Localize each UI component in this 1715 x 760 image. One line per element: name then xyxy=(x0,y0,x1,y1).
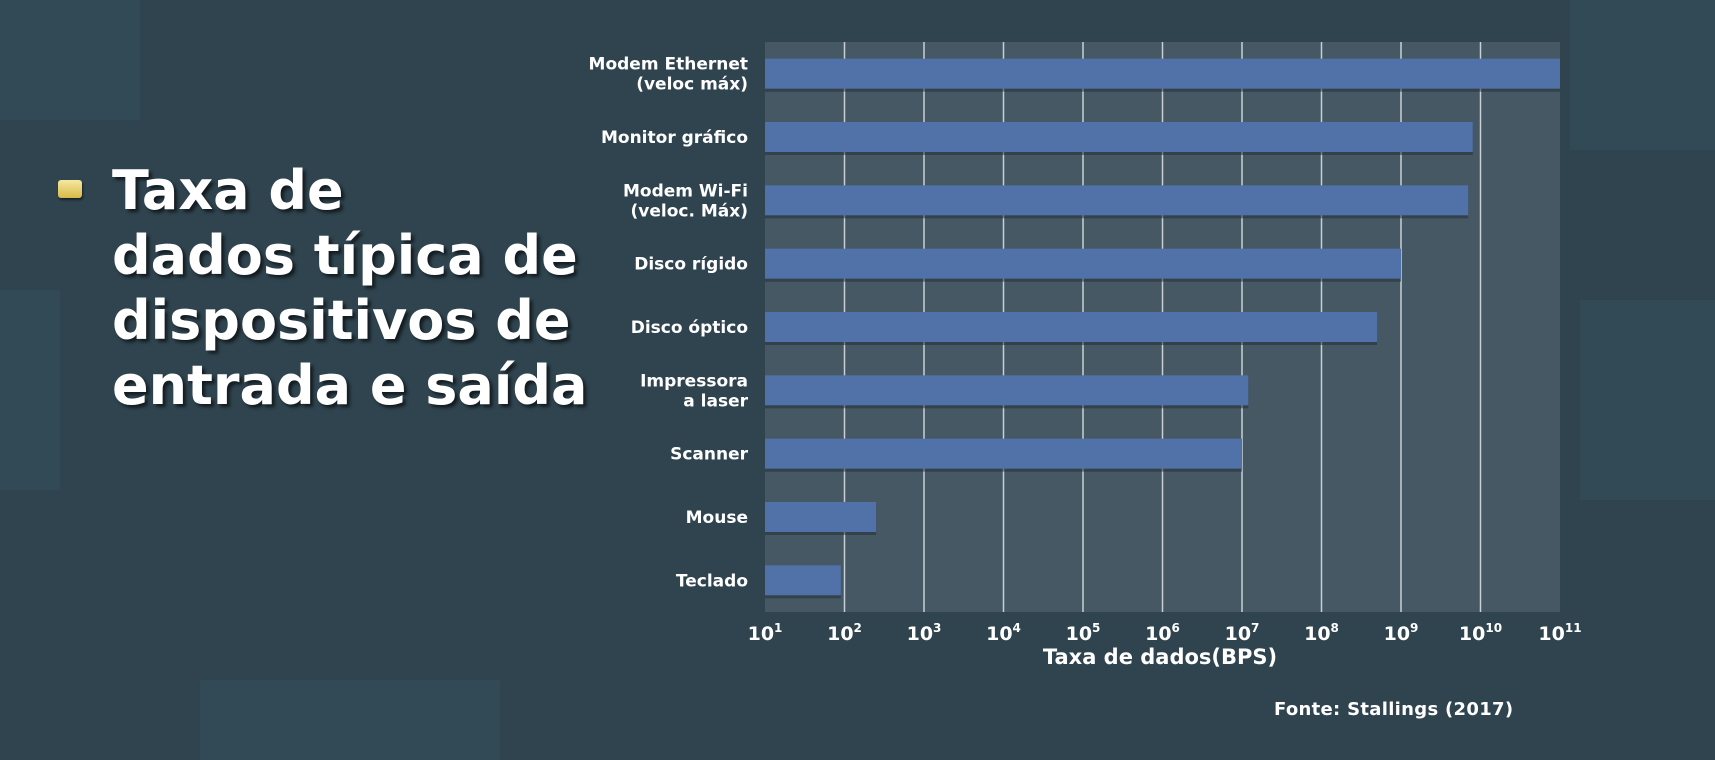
bar xyxy=(765,502,877,532)
bar xyxy=(765,248,1401,279)
background-tile xyxy=(1580,300,1715,500)
slide-title-line: dados típica de xyxy=(112,224,578,287)
x-tick-label: 103 xyxy=(907,621,942,645)
bar xyxy=(765,438,1242,469)
background-tile xyxy=(0,290,60,490)
background-tile xyxy=(200,680,500,760)
x-tick-label: 106 xyxy=(1145,621,1180,645)
x-tick-label: 101 xyxy=(748,621,783,645)
x-tick-label: 102 xyxy=(827,621,862,645)
x-tick-label: 109 xyxy=(1384,621,1419,645)
slide-title-line: entrada e saída xyxy=(112,354,588,417)
bar xyxy=(765,312,1378,342)
x-tick-label: 104 xyxy=(986,621,1021,645)
category-label: Modem Wi-Fi (veloc. Máx) xyxy=(623,181,748,221)
category-label: Mouse xyxy=(686,508,748,528)
category-label: Impressora a laser xyxy=(640,371,749,411)
bar xyxy=(765,122,1473,152)
bar xyxy=(765,185,1469,216)
slide-title-line: dispositivos de xyxy=(112,289,571,352)
category-label: Teclado xyxy=(676,571,748,591)
category-label: Modem Ethernet (veloc máx) xyxy=(589,55,748,95)
x-tick-label: 1010 xyxy=(1459,621,1502,645)
bar xyxy=(765,565,841,596)
category-label: Disco óptico xyxy=(631,318,748,338)
slide-title: Taxa de dados típica de dispositivos de … xyxy=(112,158,612,418)
category-label: Scanner xyxy=(670,445,749,465)
background-tile xyxy=(1570,0,1715,150)
bar xyxy=(765,375,1249,406)
x-tick-label: 107 xyxy=(1225,621,1260,645)
background-tile xyxy=(0,0,140,120)
x-tick-label: 108 xyxy=(1304,621,1339,645)
x-axis-label: Taxa de dados(BPS) xyxy=(1042,645,1278,669)
category-label: Disco rígido xyxy=(634,255,748,275)
bullet-icon xyxy=(58,180,82,198)
category-label: Monitor gráfico xyxy=(601,128,748,148)
slide-title-line: Taxa de xyxy=(112,159,344,222)
x-tick-label: 105 xyxy=(1066,621,1101,645)
source-caption: Fonte: Stallings (2017) xyxy=(1274,699,1514,720)
bar xyxy=(765,58,1560,89)
x-tick-label: 1011 xyxy=(1538,621,1581,645)
